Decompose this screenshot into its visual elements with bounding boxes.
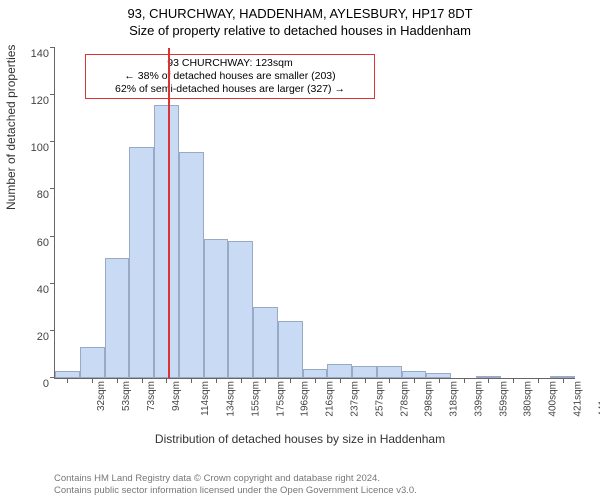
x-tick-label: 298sqm <box>424 381 435 417</box>
x-axis-label: Distribution of detached houses by size … <box>0 432 600 446</box>
x-tick-mark <box>92 378 93 383</box>
annotation-line2: ← 38% of detached houses are smaller (20… <box>92 70 368 83</box>
x-tick-label: 73sqm <box>146 381 157 411</box>
annotation-line1: 93 CHURCHWAY: 123sqm <box>92 57 368 70</box>
x-tick-mark <box>315 378 316 383</box>
y-tick-label: 0 <box>43 378 55 390</box>
histogram-bar <box>80 347 105 378</box>
y-tick-mark <box>50 283 55 284</box>
y-tick-mark <box>50 94 55 95</box>
x-tick-mark <box>166 378 167 383</box>
histogram-bar <box>179 152 204 378</box>
histogram-bar <box>204 239 229 378</box>
annotation-line3: 62% of semi-detached houses are larger (… <box>92 83 368 96</box>
y-tick-mark <box>50 47 55 48</box>
histogram-bar <box>278 321 303 378</box>
x-tick-label: 278sqm <box>399 381 410 417</box>
x-tick-mark <box>265 378 266 383</box>
x-tick-label: 32sqm <box>96 381 107 411</box>
x-tick-mark <box>67 378 68 383</box>
x-tick-label: 257sqm <box>374 381 385 417</box>
x-tick-mark <box>439 378 440 383</box>
histogram-bar <box>303 369 328 378</box>
x-tick-mark <box>191 378 192 383</box>
x-tick-mark <box>117 378 118 383</box>
y-tick-mark <box>50 236 55 237</box>
x-tick-label: 196sqm <box>300 381 311 417</box>
x-tick-label: 94sqm <box>171 381 182 411</box>
x-tick-label: 175sqm <box>275 381 286 417</box>
chart-title-line2: Size of property relative to detached ho… <box>0 23 600 38</box>
histogram-bar <box>377 366 402 378</box>
x-tick-label: 400sqm <box>548 381 559 417</box>
histogram-bar <box>228 241 253 378</box>
x-tick-label: 421sqm <box>572 381 583 417</box>
x-tick-label: 216sqm <box>325 381 336 417</box>
y-tick-label: 120 <box>31 95 55 107</box>
x-tick-label: 134sqm <box>226 381 237 417</box>
histogram-bar <box>105 258 130 378</box>
x-tick-mark <box>563 378 564 383</box>
x-tick-label: 339sqm <box>473 381 484 417</box>
x-tick-mark <box>340 378 341 383</box>
y-tick-mark <box>50 141 55 142</box>
y-tick-mark <box>50 330 55 331</box>
x-tick-label: 359sqm <box>498 381 509 417</box>
chart-title-line1: 93, CHURCHWAY, HADDENHAM, AYLESBURY, HP1… <box>0 0 600 23</box>
y-tick-label: 80 <box>37 189 55 201</box>
x-tick-mark <box>216 378 217 383</box>
histogram-bar <box>154 105 179 378</box>
x-tick-label: 53sqm <box>121 381 132 411</box>
x-tick-mark <box>389 378 390 383</box>
y-tick-label: 20 <box>37 331 55 343</box>
annotation-box: 93 CHURCHWAY: 123sqm ← 38% of detached h… <box>85 54 375 99</box>
histogram-bar <box>327 364 352 378</box>
y-tick-label: 100 <box>31 142 55 154</box>
x-tick-mark <box>538 378 539 383</box>
histogram-bar <box>253 307 278 378</box>
footer-attribution: Contains HM Land Registry data © Crown c… <box>54 473 417 496</box>
x-tick-mark <box>488 378 489 383</box>
y-tick-label: 40 <box>37 284 55 296</box>
x-tick-mark <box>142 378 143 383</box>
histogram-bar <box>352 366 377 378</box>
histogram-bar <box>55 371 80 378</box>
x-tick-mark <box>241 378 242 383</box>
footer-line1: Contains HM Land Registry data © Crown c… <box>54 473 417 484</box>
histogram-bar <box>402 371 427 378</box>
x-tick-mark <box>513 378 514 383</box>
x-tick-label: 155sqm <box>251 381 262 417</box>
x-tick-label: 318sqm <box>449 381 460 417</box>
histogram-bar <box>129 147 154 378</box>
y-tick-label: 60 <box>37 237 55 249</box>
x-tick-label: 237sqm <box>350 381 361 417</box>
x-tick-mark <box>414 378 415 383</box>
x-tick-label: 380sqm <box>523 381 534 417</box>
x-tick-mark <box>365 378 366 383</box>
footer-line2: Contains public sector information licen… <box>54 485 417 496</box>
histogram-plot: 93 CHURCHWAY: 123sqm ← 38% of detached h… <box>54 48 575 379</box>
x-tick-mark <box>290 378 291 383</box>
y-tick-mark <box>50 188 55 189</box>
reference-line <box>168 48 170 378</box>
x-tick-mark <box>464 378 465 383</box>
x-tick-label: 114sqm <box>200 381 211 416</box>
y-tick-label: 140 <box>31 48 55 60</box>
y-axis-label: Number of detached properties <box>4 45 18 210</box>
